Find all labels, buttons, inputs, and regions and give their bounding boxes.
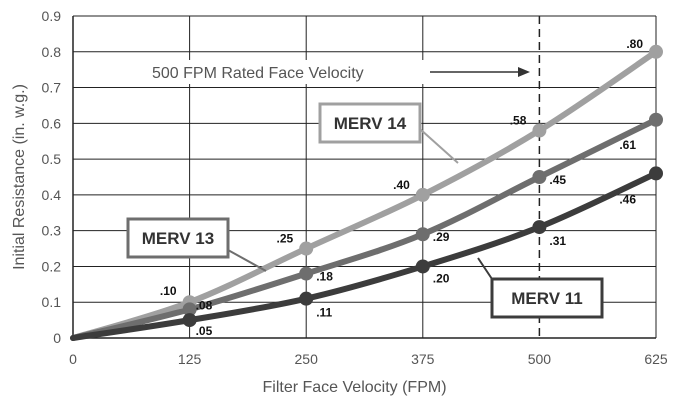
data-point-merv-13	[649, 112, 663, 127]
data-point-merv-11	[299, 291, 314, 306]
y-tick-label: 0	[53, 330, 61, 346]
x-axis-title: Filter Face Velocity (FPM)	[262, 379, 446, 396]
axes	[72, 16, 656, 339]
data-label-merv-13: .08	[196, 298, 213, 312]
x-tick-labels: 0 125 250 375 500 625	[69, 351, 668, 367]
callout-leader-merv-13	[227, 249, 267, 272]
data-label-merv-11: .05	[196, 324, 213, 338]
callout-leader-merv-14	[419, 128, 459, 164]
callout-merv-13: MERV 13	[126, 217, 267, 272]
data-label-merv-14: .80	[626, 37, 643, 51]
data-label-merv-11: .20	[433, 271, 450, 285]
data-label-merv-13: .45	[549, 173, 566, 187]
callout-leader-merv-11	[477, 257, 493, 280]
y-tick-label: 0.5	[42, 151, 62, 167]
y-tick-label: 0.1	[42, 294, 62, 310]
callout-box-merv-14	[318, 102, 422, 144]
data-labels: .10 .25 .40 .58 .80 .08 .18 .29 .45 .61 .05 .11 .20.…	[160, 37, 643, 338]
rated-velocity-annotation: 500 FPM Rated Face Velocity	[146, 60, 530, 84]
y-tick-label: 0.3	[42, 223, 62, 239]
data-point-merv-11	[532, 220, 547, 235]
x-tick-label: 500	[528, 351, 552, 367]
data-label-merv-14: .25	[277, 232, 294, 246]
callout-merv-14: MERV 14	[318, 102, 459, 164]
callout-label-merv-14: MERV 14	[334, 114, 407, 133]
data-point-merv-13	[182, 302, 197, 317]
y-tick-label: 0.8	[42, 44, 62, 60]
series-line-merv-11	[70, 170, 659, 341]
data-label-merv-14: .40	[393, 178, 410, 192]
series-points	[182, 44, 663, 328]
data-point-merv-13	[415, 227, 430, 242]
callout-merv-11: MERV 11	[477, 257, 604, 319]
data-label-merv-14: .58	[510, 113, 527, 127]
data-point-merv-13	[299, 266, 314, 281]
data-label-merv-11: .11	[316, 306, 332, 320]
data-point-merv-14	[532, 123, 547, 138]
callout-box-merv-11	[490, 277, 604, 319]
callout-label-merv-13: MERV 13	[142, 229, 214, 248]
data-point-merv-14	[649, 44, 663, 59]
rated-velocity-label: 500 FPM Rated Face Velocity	[152, 65, 364, 82]
rated-velocity-label-bg	[146, 60, 426, 84]
rated-velocity-arrowhead	[518, 67, 530, 77]
series-line-merv-14	[70, 48, 659, 341]
y-axis-title: Initial Resistance (in. w.g.)	[11, 84, 28, 270]
data-point-merv-14	[415, 187, 430, 202]
y-tick-labels: 0 0.1 0.2 0.3 0.4 0.5 0.6 0.7 0.8 0.9	[42, 8, 62, 346]
x-tick-label: 375	[411, 351, 435, 367]
data-label-merv-13: .61	[619, 138, 636, 152]
y-tick-label: 0.9	[42, 8, 62, 24]
data-label-merv-14: .10	[160, 284, 177, 298]
callout-box-merv-13	[126, 217, 230, 259]
x-tick-label: 125	[178, 351, 202, 367]
data-point-merv-11	[649, 166, 663, 181]
y-tick-label: 0.7	[42, 80, 62, 96]
y-tick-label: 0.4	[42, 187, 62, 203]
data-label-merv-11: .31	[549, 234, 566, 248]
x-tick-label: 0	[69, 351, 77, 367]
x-tick-label: 625	[644, 351, 668, 367]
x-tick-label: 250	[295, 351, 319, 367]
data-label-merv-13: .29	[433, 230, 450, 244]
data-point-merv-11	[415, 259, 430, 274]
data-point-merv-14	[299, 241, 314, 256]
y-tick-label: 0.2	[42, 258, 62, 274]
data-label-merv-13: .18	[316, 270, 333, 284]
data-point-merv-13	[532, 170, 547, 184]
data-point-merv-11	[182, 313, 197, 328]
callout-label-merv-11: MERV 11	[511, 289, 583, 308]
data-label-merv-11: .46	[619, 192, 636, 206]
y-tick-label: 0.6	[42, 115, 62, 131]
series-callouts: MERV 14 MERV 13 MERV 11	[126, 102, 604, 319]
